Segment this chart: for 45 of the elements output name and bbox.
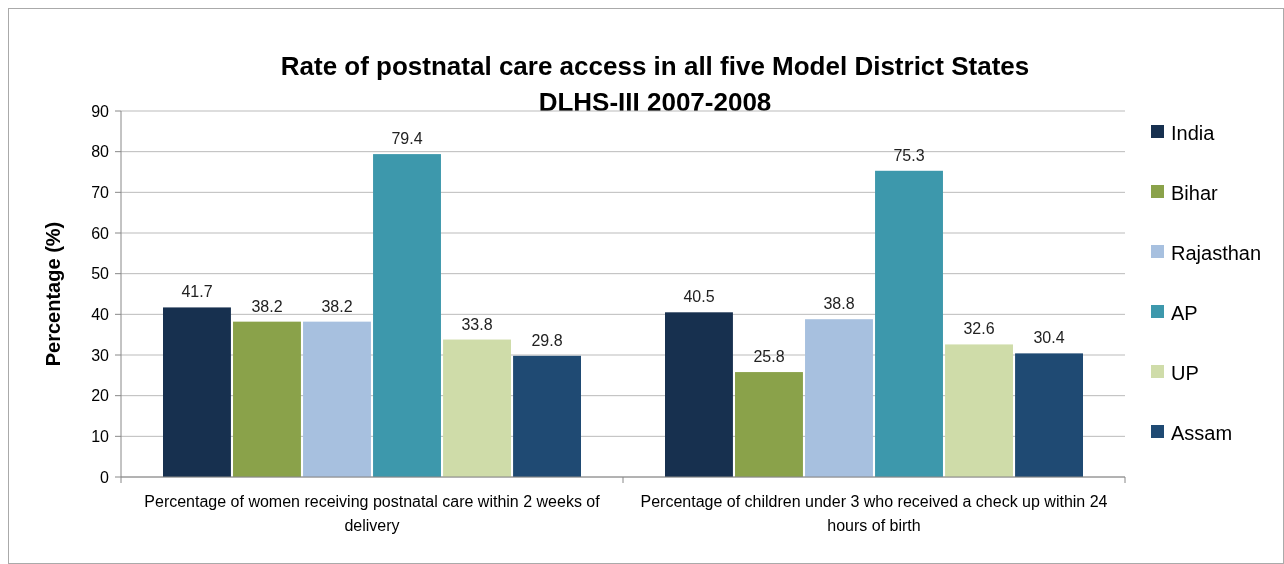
x-tick-label: Percentage of children under 3 who received a check up within 24 hours of birth (640, 493, 1108, 534)
data-label: 41.7 (181, 283, 213, 301)
bar (1015, 353, 1083, 477)
y-tick-label: 70 (91, 183, 110, 201)
bar (735, 372, 803, 477)
y-axis-title: Percentage (%) (42, 221, 64, 367)
legend-label: India (1171, 122, 1216, 144)
y-tick-label: 30 (91, 346, 110, 364)
data-label: 29.8 (531, 331, 563, 349)
data-label: 25.8 (753, 348, 785, 366)
legend-label: UP (1171, 362, 1199, 384)
y-tick-label: 60 (91, 224, 110, 242)
y-tick-label: 90 (91, 102, 110, 120)
data-label: 38.2 (251, 297, 283, 315)
chart-title: Rate of postnatal care access in all five Model District States (280, 51, 1030, 81)
bar (233, 321, 301, 477)
chart-subtitle: DLHS-III 2007-2008 (538, 87, 772, 117)
bar (303, 321, 371, 477)
legend-label: Bihar (1171, 182, 1219, 204)
bar (513, 355, 581, 477)
bar (665, 312, 733, 477)
data-label: 33.8 (461, 315, 493, 333)
y-tick-label: 20 (91, 387, 110, 405)
data-label: 32.6 (963, 320, 995, 338)
data-label: 38.8 (823, 295, 855, 313)
y-tick-label: 0 (100, 468, 110, 486)
data-label: 38.2 (321, 297, 353, 315)
y-tick-label: 80 (91, 143, 110, 161)
bar (443, 339, 511, 477)
legend-label: Rajasthan (1171, 242, 1262, 264)
data-label: 30.4 (1033, 329, 1065, 347)
bar (373, 154, 441, 477)
bar (875, 170, 943, 477)
data-label: 79.4 (391, 130, 423, 148)
bar (805, 319, 873, 477)
bar (945, 344, 1013, 477)
legend-label: AP (1171, 302, 1198, 324)
bar (163, 307, 231, 477)
data-label: 40.5 (683, 288, 715, 306)
x-tick-label: Percentage of women receiving postnatal care within 2 weeks of delivery (144, 493, 601, 534)
y-tick-label: 10 (91, 427, 110, 445)
data-label: 75.3 (893, 146, 925, 164)
y-tick-label: 40 (91, 305, 110, 323)
y-tick-label: 50 (91, 265, 110, 283)
legend-label: Assam (1171, 422, 1233, 444)
